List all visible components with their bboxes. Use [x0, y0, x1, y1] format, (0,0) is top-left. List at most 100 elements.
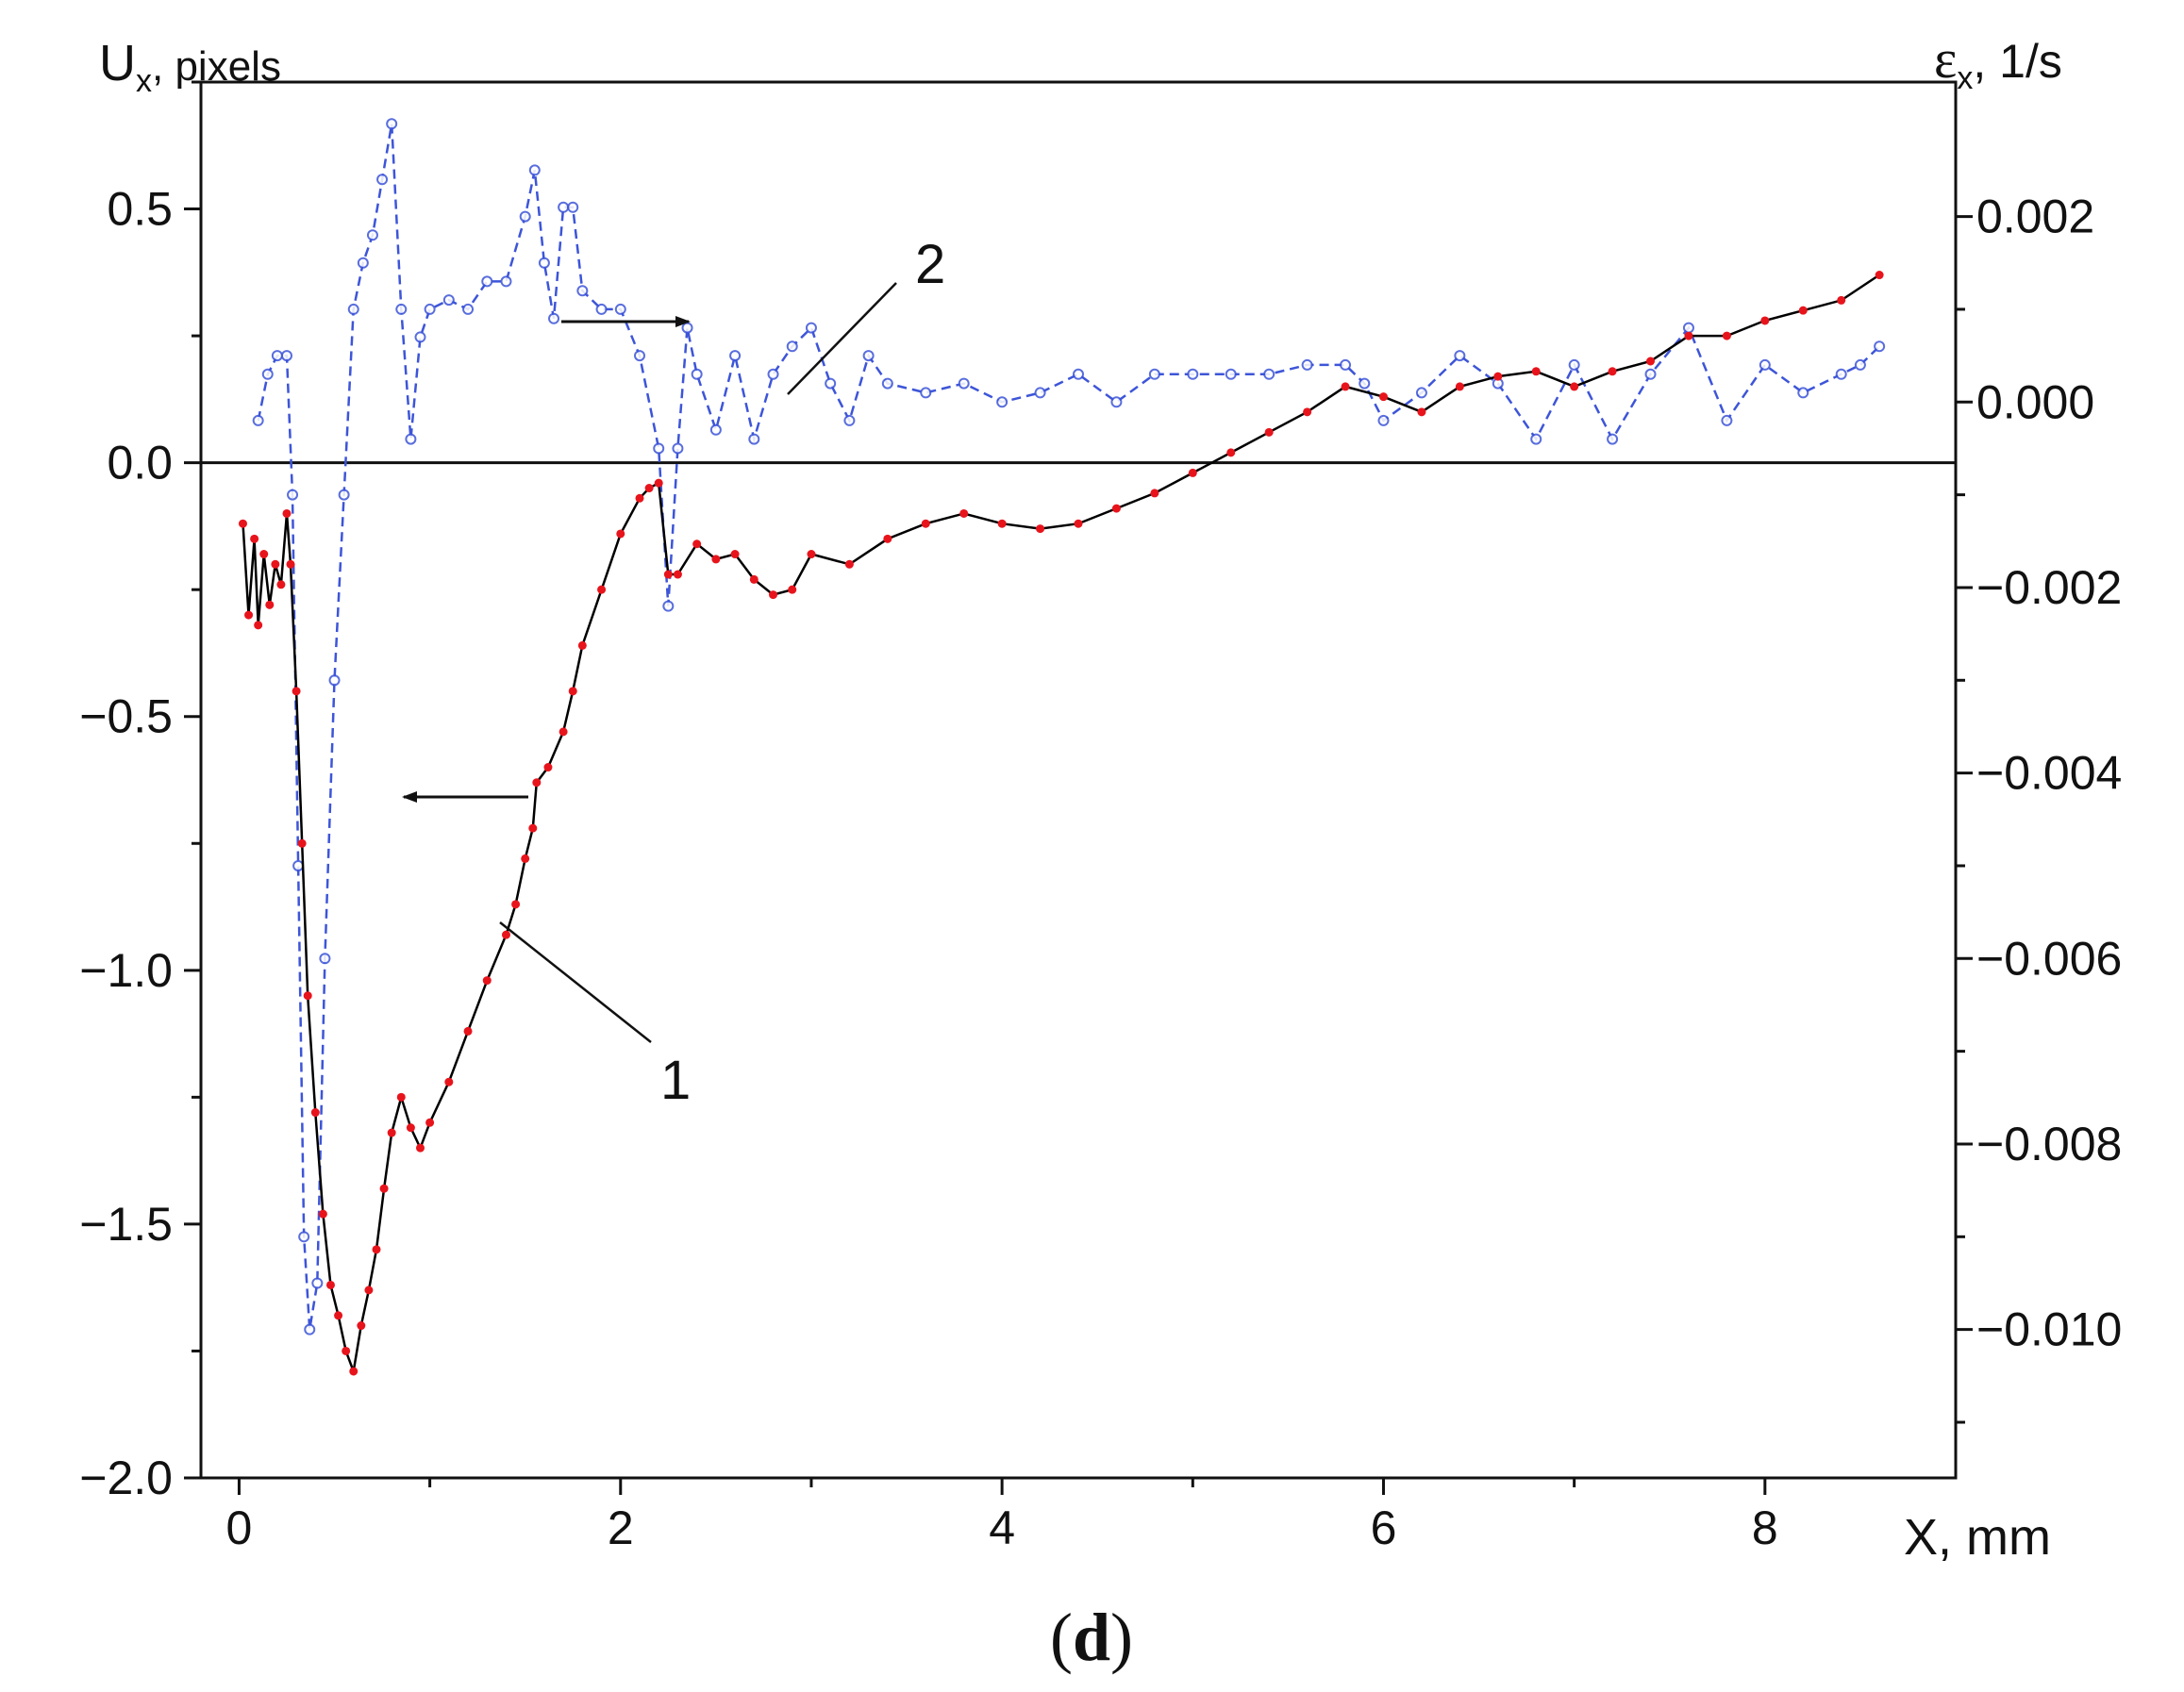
series-2-point: [500, 275, 512, 288]
series-1-point: [1608, 367, 1617, 376]
series-1-point: [444, 1077, 454, 1087]
series-2-point: [271, 350, 283, 362]
series-2-point: [662, 600, 675, 612]
series-2-point: [1301, 358, 1313, 371]
series-1-point: [244, 610, 254, 620]
series-2-point: [1797, 387, 1809, 399]
series-1-point: [1303, 407, 1312, 417]
series-2-point: [1568, 358, 1580, 371]
series-1-point: [807, 550, 816, 559]
series-2-point: [786, 340, 798, 353]
series-1-point: [1455, 382, 1464, 391]
series-2-point: [1034, 387, 1046, 399]
series-1-point: [663, 570, 673, 579]
series-2-point: [825, 377, 837, 390]
panel-label: (d): [1050, 1600, 1133, 1675]
series-2-point: [414, 331, 426, 343]
series-1-point: [1722, 331, 1731, 340]
series-2-leader-line: [787, 282, 897, 395]
series-1-point: [292, 687, 301, 696]
series-1-point: [616, 529, 625, 539]
series-1-point: [1188, 468, 1197, 477]
series-1-point: [482, 976, 492, 986]
series-2-label: 2: [915, 234, 945, 295]
series-1-point: [342, 1346, 351, 1355]
series-1-point: [543, 763, 553, 772]
series-1-point: [276, 580, 286, 589]
series-1-point: [1646, 357, 1656, 366]
series-1-point: [265, 600, 275, 609]
series-1-point: [416, 1143, 425, 1153]
series-2-point: [729, 350, 742, 362]
right-y-axis-title: εx, 1/s: [1934, 28, 2062, 96]
series-2-point: [920, 387, 932, 399]
series-1-point: [1760, 316, 1770, 325]
series-1-point: [1837, 295, 1846, 305]
x-axis-ticks: 0 2 4 6 8: [226, 1478, 1778, 1554]
series-1-point: [1226, 448, 1236, 457]
series-2-point: [1377, 414, 1390, 426]
series-1-point: [254, 621, 263, 630]
series-2-point: [1854, 358, 1866, 371]
series-2-point: [1073, 368, 1084, 380]
left-y-tick-label: −0.5: [79, 690, 173, 743]
series-2-point: [357, 257, 369, 269]
series-2-point: [1340, 358, 1352, 371]
series-1-point: [511, 900, 521, 909]
series-2-point: [462, 303, 475, 315]
series-2-point: [338, 489, 350, 501]
series-2-point: [996, 396, 1009, 408]
series-2-point: [958, 377, 970, 390]
series-2-point: [405, 433, 417, 445]
left-y-tick-label: 0.5: [107, 183, 173, 236]
series-2-point: [767, 368, 779, 380]
series-2-point: [442, 294, 455, 307]
series-2-point: [261, 368, 274, 380]
series-2-point: [292, 859, 305, 871]
left-y-tick-label: −1.0: [79, 944, 173, 997]
series-2-point: [366, 229, 378, 241]
series-2-point: [386, 118, 398, 130]
series-2-point: [328, 674, 341, 687]
series-1-point: [749, 574, 759, 584]
left-y-axis-title: Ux, pixels: [99, 35, 281, 99]
series-1-point: [349, 1367, 358, 1376]
series-1-point: [532, 778, 542, 788]
series-1-point: [1111, 504, 1121, 513]
series-2-point: [1187, 368, 1199, 380]
series-1-point: [559, 727, 568, 737]
series-1-point: [282, 508, 292, 518]
series-1-point: [1341, 382, 1350, 391]
series-1-point: [406, 1123, 415, 1133]
series-2-point: [709, 423, 722, 436]
series-1-point: [959, 508, 969, 518]
series-2-point: [653, 442, 665, 455]
right-y-tick-label: 0.000: [1976, 375, 2094, 428]
series-2-point: [481, 275, 493, 288]
series-1-point: [1684, 331, 1693, 340]
series-2-curve: [252, 118, 1886, 1335]
right-y-tick-label: −0.006: [1976, 932, 2122, 985]
series-2-point: [748, 433, 760, 445]
series-2-point: [634, 350, 645, 362]
series-1-line: [242, 274, 1880, 1376]
series-1-point: [250, 534, 259, 543]
series-1-point: [788, 585, 797, 594]
series-1-point: [997, 519, 1007, 528]
series-1-point: [711, 555, 721, 564]
series-2-point: [576, 285, 589, 297]
series-1-point: [577, 640, 587, 650]
series-1-point: [396, 1092, 406, 1102]
x-tick-label: 2: [608, 1501, 634, 1554]
left-y-tick-label: −2.0: [79, 1451, 173, 1504]
series-2-point: [395, 303, 408, 315]
series-2-point: [681, 322, 693, 334]
series-2-point: [376, 174, 389, 186]
series-1-curve: [238, 271, 1884, 1376]
series-2-point: [519, 210, 531, 223]
series-1-point: [1378, 392, 1388, 402]
series-2-point: [1644, 368, 1657, 380]
series-2-point: [567, 201, 579, 213]
series-1-point: [644, 484, 654, 493]
series-1-point: [1570, 382, 1579, 391]
